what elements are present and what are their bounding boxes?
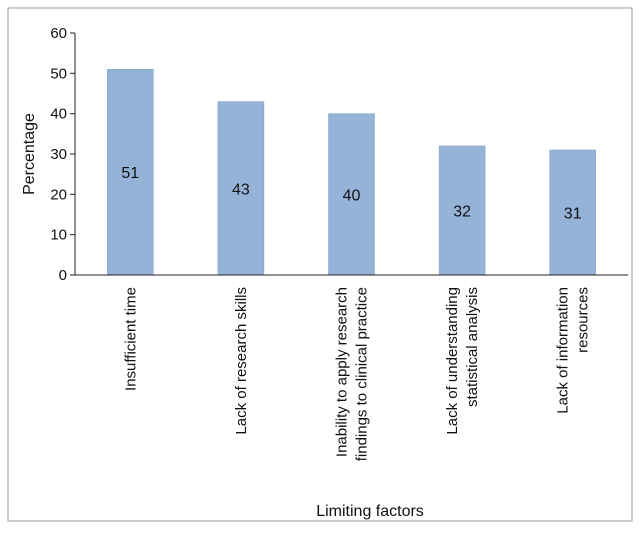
x-axis-title: Limiting factors xyxy=(316,503,424,520)
bars-group xyxy=(107,69,596,276)
y-tick-label: 40 xyxy=(50,106,67,123)
y-axis-ticks: 0 10 20 30 40 50 60 xyxy=(50,25,75,284)
y-tick-label: 50 xyxy=(50,65,67,82)
bar-value-label: 40 xyxy=(343,187,361,204)
y-tick-label: 60 xyxy=(50,25,67,42)
x-axis-category-labels: Insufficient time Lack of research skills… xyxy=(122,287,591,461)
y-tick-label: 0 xyxy=(59,267,67,284)
x-category-label: Insufficient time xyxy=(122,287,139,391)
y-tick-label: 10 xyxy=(50,227,67,244)
bar-value-label: 31 xyxy=(564,205,582,222)
bar-4 xyxy=(438,145,486,276)
bar-value-label: 51 xyxy=(121,165,139,182)
x-category-label: Lack of understanding xyxy=(444,287,461,435)
y-tick-label: 20 xyxy=(50,186,67,203)
bar-value-labels: 51 43 40 32 31 xyxy=(121,165,581,222)
y-tick-label: 30 xyxy=(50,146,67,163)
x-category-label: Lack of research skills xyxy=(233,287,250,435)
x-category-label: Inability to apply research xyxy=(334,287,351,457)
x-category-label: findings to clinical practice xyxy=(354,287,371,461)
bar-2 xyxy=(217,101,265,276)
chart-border xyxy=(7,7,633,522)
x-category-label: statistical analysis xyxy=(464,287,481,407)
x-category-label: Lack of information xyxy=(555,287,572,414)
x-category-label: resources xyxy=(575,287,592,353)
bar-1 xyxy=(107,69,154,276)
y-axis-title: Percentage xyxy=(21,113,38,195)
bar-value-label: 43 xyxy=(232,181,250,198)
bar-value-label: 32 xyxy=(453,203,471,220)
